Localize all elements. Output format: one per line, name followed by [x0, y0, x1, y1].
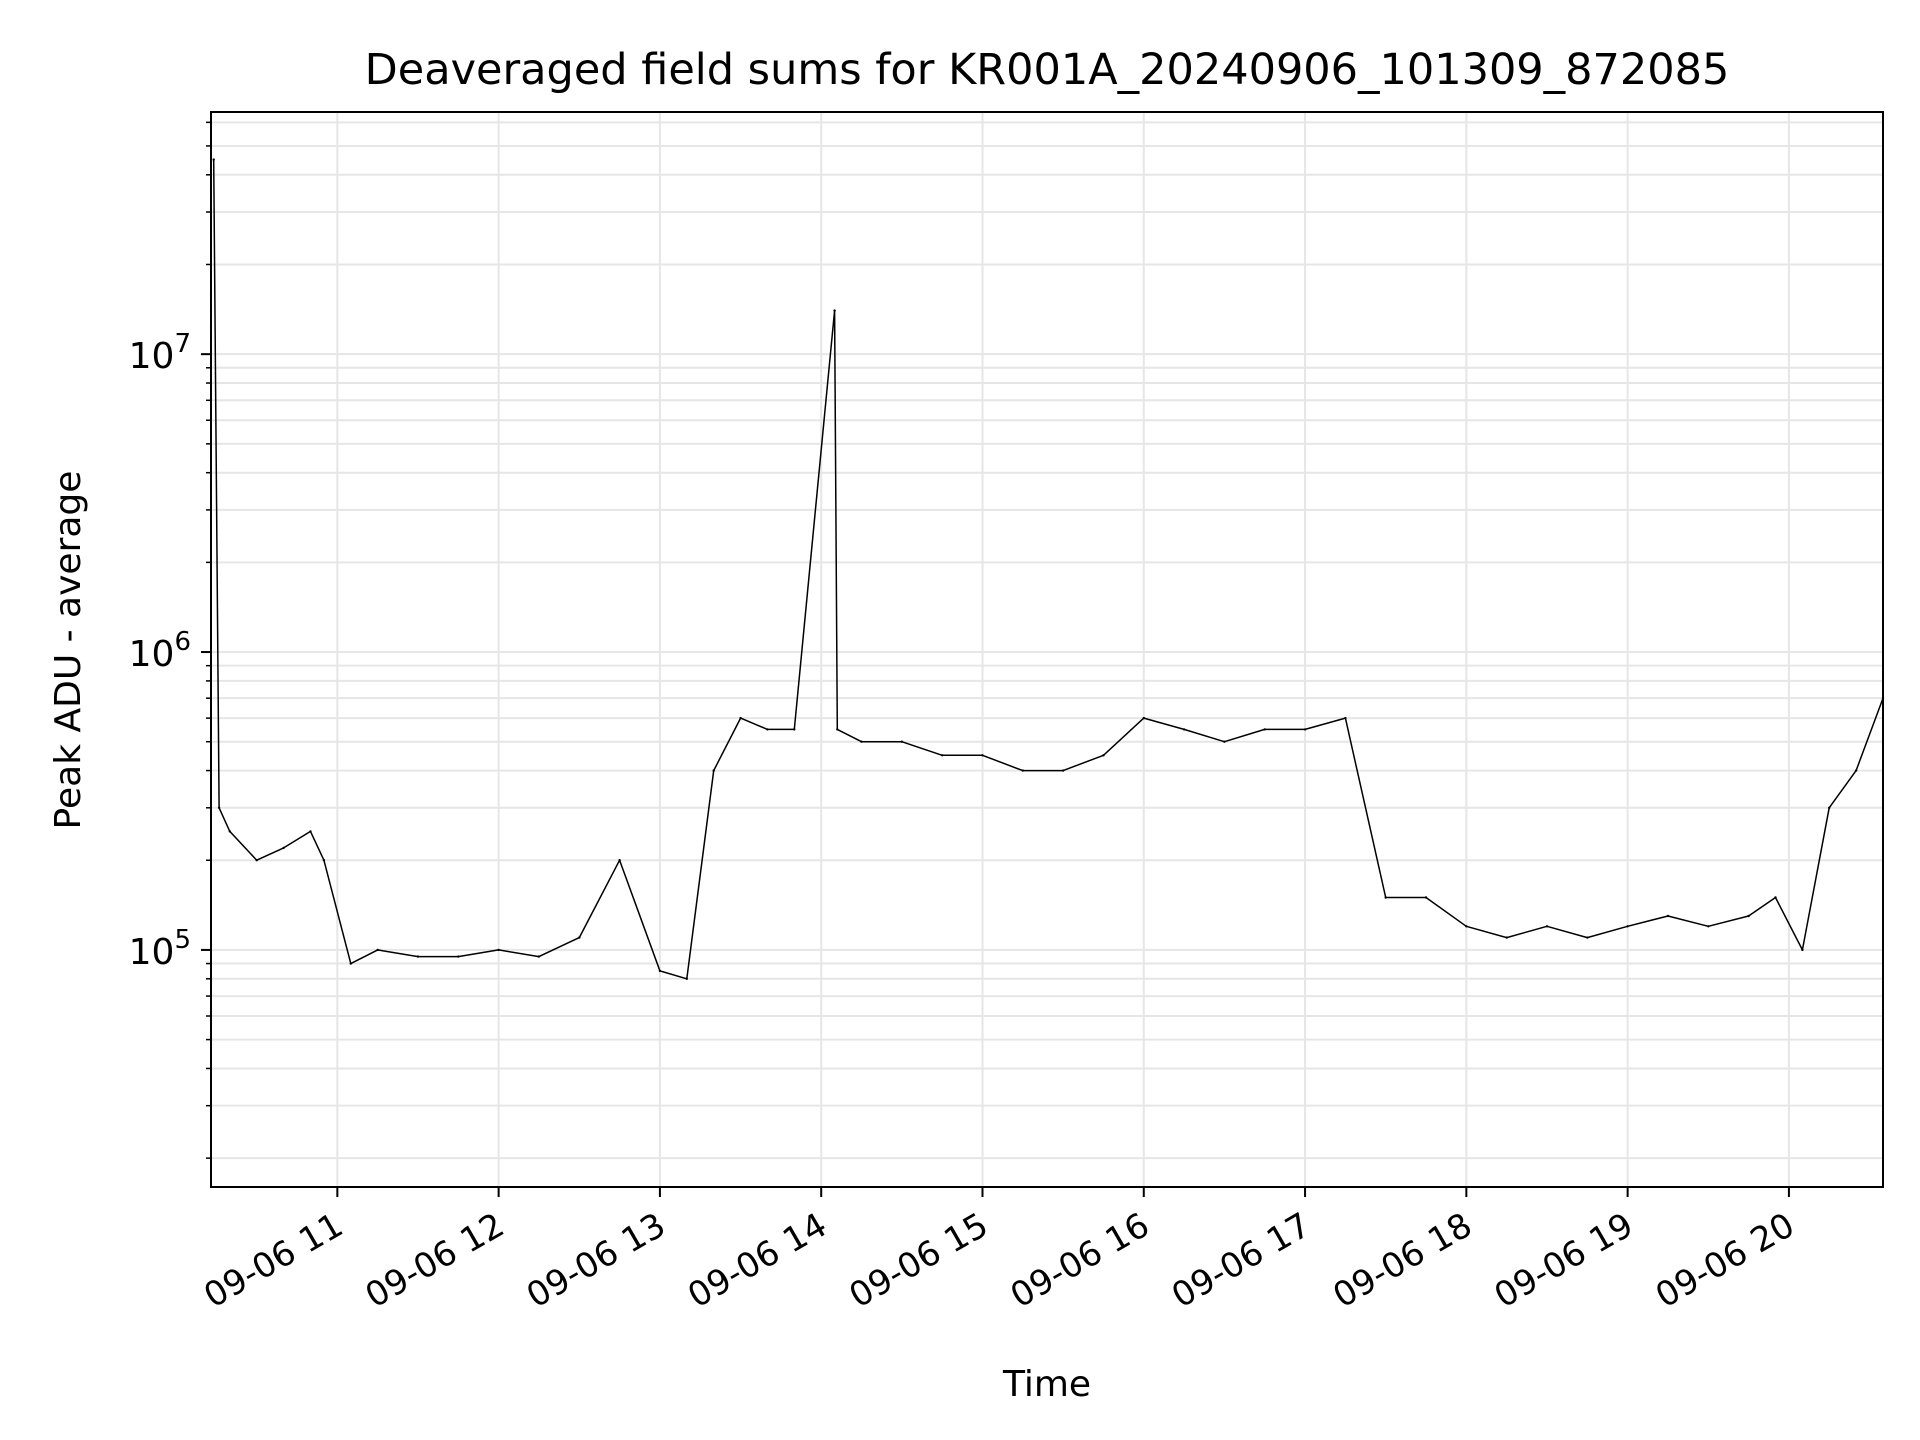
y-tick-base: 10 — [129, 336, 175, 377]
y-tick-exponent: 5 — [174, 925, 191, 955]
data-point — [416, 955, 420, 958]
data-point — [1223, 740, 1226, 743]
data-point — [1828, 806, 1831, 809]
data-point — [497, 948, 500, 952]
data-point — [578, 936, 581, 939]
data-point — [1747, 914, 1750, 918]
y-tick-base: 10 — [129, 634, 175, 675]
data-point — [685, 977, 688, 980]
data-point — [618, 859, 621, 862]
data-point — [1586, 936, 1589, 939]
data-point — [1626, 925, 1629, 928]
y-tick-exponent: 6 — [174, 627, 191, 657]
data-point — [1545, 925, 1549, 928]
x-axis-label: Time — [1002, 1364, 1091, 1405]
data-point — [981, 754, 984, 757]
data-point — [1182, 728, 1186, 731]
data-point — [1263, 728, 1266, 731]
data-point — [282, 846, 285, 850]
data-point — [376, 948, 379, 952]
data-point — [537, 955, 541, 958]
chart-title: Deaveraged field sums for KR001A_2024090… — [365, 45, 1730, 95]
y-tick-label: 105 — [129, 925, 191, 973]
data-point — [1102, 754, 1105, 757]
data-point — [793, 728, 796, 731]
data-point — [1424, 896, 1428, 899]
data-point — [212, 158, 215, 161]
data-point — [1142, 716, 1146, 720]
data-point — [1465, 925, 1468, 928]
data-point — [457, 955, 460, 958]
series-layer — [212, 158, 1885, 980]
data-point — [217, 806, 221, 809]
data-point — [1801, 948, 1804, 952]
data-point — [1666, 914, 1670, 918]
data-point — [228, 830, 231, 833]
data-point — [1774, 896, 1777, 899]
data-point — [739, 716, 742, 720]
y-tick-label: 107 — [129, 329, 191, 377]
data-point — [1707, 925, 1710, 928]
data-point — [1854, 769, 1858, 772]
data-point — [766, 728, 769, 731]
data-point — [941, 754, 944, 757]
data-point — [1061, 769, 1065, 772]
y-tick-label: 106 — [129, 627, 191, 675]
y-axis-label: Peak ADU - average — [48, 471, 89, 830]
data-point — [658, 969, 662, 973]
data-point — [1505, 936, 1508, 939]
data-point — [309, 830, 312, 833]
plot-frame — [210, 111, 1884, 1188]
data-point — [322, 859, 326, 862]
y-tick-exponent: 7 — [174, 329, 191, 359]
data-point — [836, 728, 839, 731]
data-point — [860, 740, 863, 743]
data-point — [1303, 728, 1307, 731]
data-point — [712, 769, 715, 772]
data-point — [900, 740, 903, 743]
data-point — [1344, 716, 1347, 720]
data-point — [255, 859, 258, 862]
data-point — [833, 309, 836, 312]
y-tick-base: 10 — [129, 932, 175, 973]
data-point — [349, 962, 352, 965]
data-point — [1021, 769, 1024, 772]
data-point — [1384, 896, 1387, 899]
